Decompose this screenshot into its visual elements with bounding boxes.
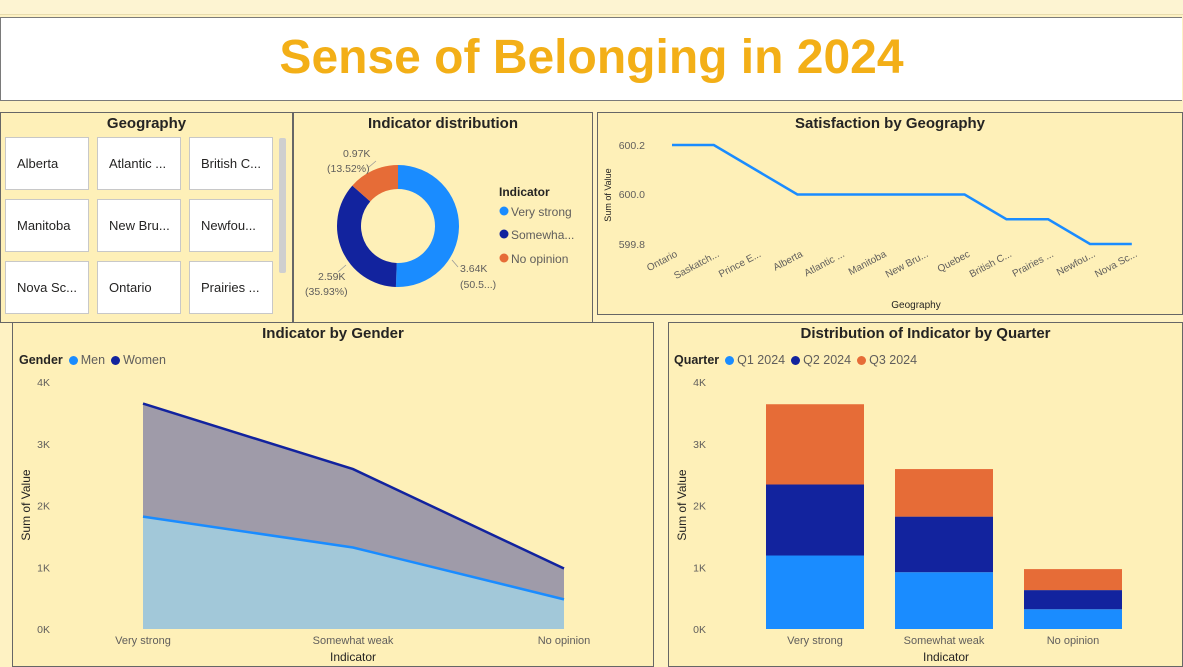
slicer-item[interactable]: New Bru... [97, 199, 181, 252]
geography-slicer-title: Geography [106, 115, 187, 132]
satisfaction-xlabel: Geography [891, 300, 940, 311]
legend-dot-no-opinion [499, 253, 509, 263]
legend-item-women[interactable]: Women [111, 353, 166, 367]
gender-xtick: Very strong [115, 635, 171, 647]
legend-label-women: Women [123, 353, 166, 367]
slicer-item[interactable]: Prairies ... [189, 261, 273, 314]
donut-label-very-strong-value: 3.64K [460, 263, 487, 275]
quarter-xtick: Very strong [787, 635, 843, 647]
gender-ytick: 1K [37, 562, 50, 574]
legend-dot-women [111, 355, 121, 365]
donut-label-no-opinion: 0.97K (13.52%) [327, 148, 377, 175]
donut-label-very-strong: 3.64K (50.5...) [451, 259, 496, 291]
slicer-item[interactable]: Ontario [97, 261, 181, 314]
quarter-ytick: 2K [693, 501, 706, 513]
quarter-legend-title: Quarter [674, 353, 720, 367]
satisfaction-ylabel: Sum of Value [603, 168, 613, 221]
quarter-title: Distribution of Indicator by Quarter [800, 325, 1051, 342]
legend-item-q1[interactable]: Q1 2024 [725, 353, 785, 367]
bar-segment-q2-2024[interactable] [766, 484, 864, 556]
legend-item-q3[interactable]: Q3 2024 [857, 353, 917, 367]
donut-legend-somewhat: Somewha... [511, 228, 574, 242]
legend-label-q1: Q1 2024 [737, 353, 786, 367]
legend-label-q2: Q2 2024 [803, 353, 852, 367]
legend-label-men: Men [80, 353, 106, 367]
gender-ytick: 0K [37, 624, 50, 636]
slicer-item[interactable]: Nova Sc... [5, 261, 89, 314]
top-strip [0, 0, 1183, 15]
men-area[interactable] [143, 516, 564, 629]
legend-dot-q1 [725, 355, 735, 365]
legend-label-q3: Q3 2024 [869, 353, 918, 367]
slicer-item[interactable]: Newfou... [189, 199, 273, 252]
quarter-xtick: No opinion [1047, 635, 1100, 647]
gender-ytick: 3K [37, 439, 50, 451]
bar-segment-q3-2024[interactable] [766, 404, 864, 485]
legend-dot-q3 [857, 355, 867, 365]
quarter-ylabel: Sum of Value [675, 469, 689, 540]
gender-ytick: 2K [37, 501, 50, 513]
slicer-item[interactable]: British C... [189, 137, 273, 190]
quarter-ytick: 0K [693, 624, 706, 636]
bar-segment-q1-2024[interactable] [1024, 609, 1122, 629]
gender-ytick: 4K [37, 377, 50, 389]
bar-segment-q2-2024[interactable] [1024, 590, 1122, 610]
slicer-item[interactable]: Manitoba [5, 199, 89, 252]
bar-segment-q3-2024[interactable] [895, 469, 993, 517]
gender-xtick: No opinion [538, 635, 591, 647]
legend-dot-q2 [791, 355, 801, 365]
donut-legend-title: Indicator [499, 185, 550, 199]
gender-xlabel: Indicator [330, 650, 376, 664]
page-title: Sense of Belonging in 2024 [279, 31, 904, 84]
quarter-xlabel: Indicator [923, 650, 969, 664]
donut-slice-very-strong[interactable] [395, 165, 460, 287]
donut-label-very-strong-pct: (50.5...) [460, 279, 496, 291]
women-area[interactable] [143, 403, 564, 600]
gender-legend-title: Gender [19, 353, 63, 367]
women-line[interactable] [142, 402, 565, 570]
donut-slice-somewhat[interactable] [336, 185, 397, 287]
satisfaction-title: Satisfaction by Geography [794, 115, 986, 132]
donut-label-somewhat: 2.59K (35.93%) [305, 264, 348, 298]
legend-dot-somewhat [499, 229, 509, 239]
quarter-xtick: Somewhat weak [904, 635, 985, 647]
gender-title: Indicator by Gender [262, 325, 404, 342]
donut-label-somewhat-pct: (35.93%) [305, 286, 348, 298]
satisfaction-ytick: 600.0 [619, 189, 645, 201]
slicer-item[interactable]: Atlantic ... [97, 137, 181, 190]
donut-legend-no-opinion: No opinion [511, 252, 568, 266]
quarter-ytick: 3K [693, 439, 706, 451]
satisfaction-ytick: 599.8 [619, 239, 645, 251]
gender-xtick: Somewhat weak [313, 635, 394, 647]
bar-segment-q1-2024[interactable] [766, 555, 864, 629]
satisfaction-ytick: 600.2 [619, 140, 645, 152]
bar-segment-q3-2024[interactable] [1024, 569, 1122, 591]
title-bar: Sense of Belonging in 2024 [0, 17, 1182, 101]
bar-segment-q1-2024[interactable] [895, 572, 993, 629]
donut-slice-no-opinion[interactable] [352, 165, 398, 202]
men-line[interactable] [142, 515, 565, 601]
donut-title: Indicator distribution [368, 115, 518, 132]
donut-label-no-opinion-value: 0.97K [343, 148, 370, 160]
gender-legend: Gender Men Women [19, 353, 172, 367]
legend-dot-very-strong [499, 206, 509, 216]
legend-dot-men [68, 355, 78, 365]
slicer-item[interactable]: Alberta [5, 137, 89, 190]
quarter-legend: Quarter Q1 2024 Q2 2024 Q3 2024 [674, 353, 923, 367]
donut-legend-very-strong: Very strong [511, 205, 572, 219]
satisfaction-line[interactable] [672, 143, 1132, 246]
slicer-scrollbar[interactable] [279, 138, 286, 273]
donut-label-no-opinion-pct: (13.52%) [327, 163, 370, 175]
donut-label-somewhat-value: 2.59K [318, 271, 345, 283]
gender-ylabel: Sum of Value [19, 469, 33, 540]
legend-item-q2[interactable]: Q2 2024 [791, 353, 851, 367]
quarter-ytick: 4K [693, 377, 706, 389]
quarter-ytick: 1K [693, 562, 706, 574]
bar-segment-q2-2024[interactable] [895, 516, 993, 573]
legend-item-men[interactable]: Men [68, 353, 106, 367]
